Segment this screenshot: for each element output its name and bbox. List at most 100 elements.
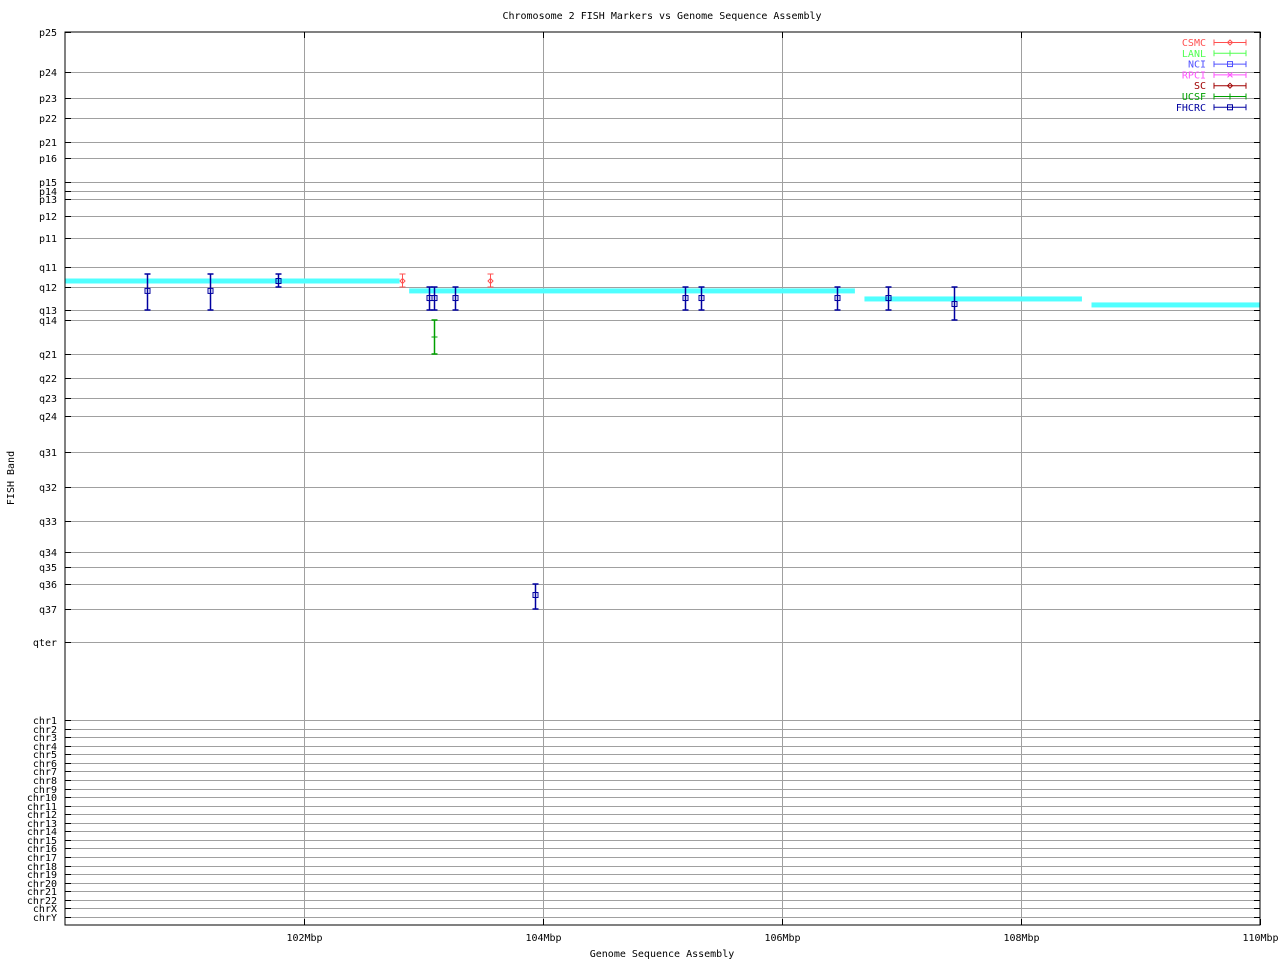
square-marker bbox=[698, 295, 705, 302]
y-tick-label: qter bbox=[33, 638, 57, 649]
y-tick-label: chr3 bbox=[33, 733, 57, 744]
y-axis-label: FISH Band bbox=[6, 451, 17, 505]
y-tick-label: p13 bbox=[39, 195, 57, 206]
y-tick-label: chr4 bbox=[33, 742, 57, 753]
assembly-segment bbox=[1091, 302, 1260, 308]
legend-label: LANL bbox=[1182, 49, 1206, 60]
y-tick-label: q37 bbox=[39, 605, 57, 616]
data-point-csmc bbox=[399, 273, 406, 288]
data-point-fhcrc bbox=[834, 286, 841, 311]
y-tick-label: q21 bbox=[39, 350, 57, 361]
y-tick-label: chr8 bbox=[33, 776, 57, 787]
square-marker bbox=[452, 295, 459, 302]
y-tick-label: chr20 bbox=[27, 879, 57, 890]
data-point-ucsf bbox=[431, 319, 438, 355]
y-tick-label: chr14 bbox=[27, 827, 57, 838]
square-marker bbox=[275, 278, 282, 284]
assembly-segments bbox=[65, 278, 1260, 308]
y-tick-label: chr5 bbox=[33, 750, 57, 761]
y-tick-label: p16 bbox=[39, 154, 57, 165]
data-point-fhcrc bbox=[207, 273, 214, 311]
cross-marker bbox=[1227, 72, 1233, 78]
diamond-marker bbox=[1226, 82, 1234, 89]
square-marker bbox=[207, 287, 214, 294]
diamond-marker bbox=[399, 277, 406, 285]
square-marker bbox=[951, 301, 958, 308]
y-tick-label: p23 bbox=[39, 94, 57, 105]
legend-entry-rpci: RPCI bbox=[1182, 70, 1247, 81]
y-tick-label: chr6 bbox=[33, 759, 57, 770]
y-tick-label: chr1 bbox=[33, 716, 57, 727]
data-point-fhcrc bbox=[885, 286, 892, 311]
x-axis-label: Genome Sequence Assembly bbox=[590, 949, 735, 960]
y-tick-label: chr11 bbox=[27, 802, 57, 813]
y-tick-label: p21 bbox=[39, 138, 57, 149]
y-tick-label: chr15 bbox=[27, 836, 57, 847]
legend-label: CSMC bbox=[1182, 38, 1206, 49]
square-marker bbox=[532, 592, 539, 598]
x-axis-ticks: 102Mbp 104Mbp 106Mbp 108Mbp 110Mbp bbox=[286, 32, 1279, 944]
legend-entry-csmc: CSMC bbox=[1182, 38, 1247, 49]
y-tick-label: p22 bbox=[39, 114, 57, 125]
y-tick-label: q22 bbox=[39, 374, 57, 385]
y-tick-label: chr16 bbox=[27, 844, 57, 855]
plot-frame bbox=[64, 31, 1261, 926]
data-point-fhcrc bbox=[144, 273, 151, 311]
y-tick-label: p24 bbox=[39, 68, 57, 79]
y-tick-label: p15 bbox=[39, 178, 57, 189]
y-tick-label: q36 bbox=[39, 580, 57, 591]
y-tick-label: q35 bbox=[39, 563, 57, 574]
x-tick-label: 104Mbp bbox=[525, 933, 561, 944]
data-point-fhcrc bbox=[532, 583, 539, 610]
x-tick-label: 102Mbp bbox=[286, 933, 322, 944]
legend-label: SC bbox=[1194, 81, 1206, 92]
y-tick-label: chr21 bbox=[27, 887, 57, 898]
y-tick-label: q31 bbox=[39, 448, 57, 459]
data-point-fhcrc bbox=[682, 286, 689, 311]
y-tick-label: chr18 bbox=[27, 862, 57, 873]
y-tick-label: chr19 bbox=[27, 870, 57, 881]
chart-title: Chromosome 2 FISH Markers vs Genome Sequ… bbox=[502, 11, 821, 22]
square-marker bbox=[885, 295, 892, 302]
y-tick-label: chrX bbox=[33, 904, 57, 915]
square-marker bbox=[682, 295, 689, 302]
y-tick-label: chr13 bbox=[27, 819, 57, 830]
y-tick-label: q12 bbox=[39, 283, 57, 294]
square-marker bbox=[1227, 104, 1233, 111]
y-tick-label: q11 bbox=[39, 263, 57, 274]
grid bbox=[65, 32, 1260, 925]
y-tick-label: chrY bbox=[33, 913, 57, 924]
y-tick-label: q13 bbox=[39, 306, 57, 317]
y-tick-label: q24 bbox=[39, 412, 57, 423]
y-tick-label: q32 bbox=[39, 483, 57, 494]
legend-label: RPCI bbox=[1182, 70, 1206, 81]
y-tick-label: chr9 bbox=[33, 785, 57, 796]
diamond-marker bbox=[487, 277, 494, 285]
y-tick-label: q14 bbox=[39, 316, 57, 327]
diamond-marker bbox=[1226, 39, 1234, 46]
data-point-csmc bbox=[487, 273, 494, 288]
data-point-fhcrc bbox=[951, 286, 958, 321]
assembly-segment bbox=[409, 288, 855, 294]
legend-label: UCSF bbox=[1182, 92, 1206, 103]
data-point-fhcrc bbox=[275, 273, 282, 288]
legend-entry-nci: NCI bbox=[1188, 60, 1247, 71]
assembly-segment bbox=[864, 296, 1082, 302]
legend-entry-fhcrc: FHCRC bbox=[1176, 103, 1247, 114]
y-tick-label: q23 bbox=[39, 394, 57, 405]
y-tick-label: p14 bbox=[39, 187, 57, 198]
legend-label: FHCRC bbox=[1176, 103, 1206, 114]
square-marker bbox=[834, 295, 841, 302]
y-tick-label: chr2 bbox=[33, 725, 57, 736]
data-points bbox=[144, 273, 958, 610]
y-tick-label: q33 bbox=[39, 517, 57, 528]
data-point-fhcrc bbox=[698, 286, 705, 311]
y-tick-label: chr7 bbox=[33, 767, 57, 778]
square-marker bbox=[431, 295, 438, 302]
assembly-segment bbox=[65, 278, 400, 284]
data-point-fhcrc bbox=[452, 286, 459, 311]
y-tick-label: chr10 bbox=[27, 793, 57, 804]
